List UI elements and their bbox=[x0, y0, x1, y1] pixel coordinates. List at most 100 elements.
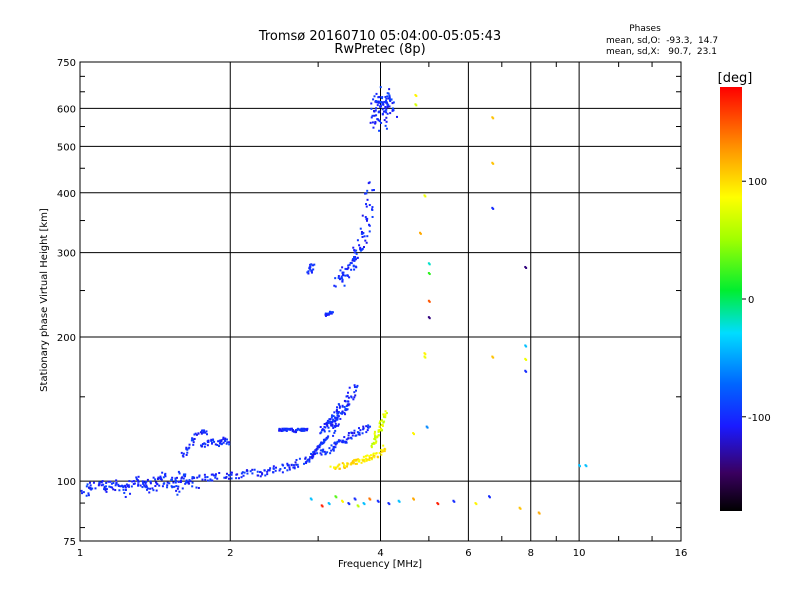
data-point bbox=[377, 434, 380, 437]
data-point bbox=[327, 312, 330, 315]
data-point bbox=[353, 458, 356, 461]
colorbar bbox=[720, 87, 742, 511]
data-point bbox=[164, 475, 167, 478]
data-point bbox=[370, 102, 373, 105]
data-point bbox=[366, 198, 369, 201]
data-point bbox=[323, 422, 326, 425]
data-point bbox=[372, 441, 375, 444]
data-point bbox=[356, 384, 359, 387]
data-point bbox=[303, 429, 306, 432]
data-point bbox=[118, 489, 121, 492]
data-point bbox=[332, 426, 335, 429]
data-point bbox=[313, 452, 316, 455]
data-point bbox=[179, 479, 182, 482]
data-point bbox=[386, 95, 389, 98]
data-point bbox=[166, 486, 169, 489]
data-point bbox=[317, 445, 320, 448]
data-point bbox=[364, 455, 367, 458]
data-point bbox=[427, 271, 430, 274]
data-point bbox=[337, 276, 340, 279]
data-point bbox=[306, 271, 309, 274]
data-point bbox=[300, 429, 303, 432]
data-point bbox=[362, 502, 365, 505]
data-point bbox=[302, 427, 305, 430]
data-point bbox=[225, 472, 228, 475]
data-point bbox=[340, 275, 343, 278]
data-point bbox=[525, 370, 528, 373]
data-point bbox=[214, 473, 217, 476]
data-point bbox=[100, 484, 103, 487]
data-point bbox=[291, 427, 294, 430]
data-point bbox=[343, 436, 346, 439]
phase-box-title: Phases bbox=[629, 24, 661, 34]
data-point bbox=[345, 438, 348, 441]
data-point bbox=[204, 476, 207, 479]
data-point bbox=[348, 503, 351, 506]
data-point bbox=[307, 272, 310, 275]
data-point bbox=[337, 275, 340, 278]
data-point bbox=[375, 114, 378, 117]
data-point bbox=[379, 420, 382, 423]
data-point bbox=[326, 451, 329, 454]
data-point bbox=[363, 503, 366, 506]
data-point bbox=[354, 265, 357, 268]
data-point bbox=[164, 473, 167, 476]
data-point bbox=[313, 263, 316, 266]
data-point bbox=[355, 386, 358, 389]
data-point bbox=[228, 474, 231, 477]
data-point bbox=[338, 463, 341, 466]
data-point bbox=[286, 464, 289, 467]
data-point bbox=[337, 424, 340, 427]
data-point bbox=[241, 471, 244, 474]
data-point bbox=[307, 270, 310, 273]
data-point bbox=[310, 452, 313, 455]
data-point bbox=[228, 441, 231, 444]
data-point bbox=[205, 430, 208, 433]
data-point bbox=[137, 480, 140, 483]
data-point bbox=[334, 420, 337, 423]
data-point bbox=[288, 466, 291, 469]
phase-box-line-o: mean, sd,O: -93.3, 14.7 bbox=[606, 36, 718, 46]
data-point bbox=[334, 466, 337, 469]
data-point bbox=[341, 500, 344, 503]
data-point bbox=[105, 488, 108, 491]
data-point bbox=[303, 427, 306, 430]
data-point bbox=[419, 232, 422, 235]
data-point bbox=[373, 455, 376, 458]
data-point bbox=[145, 486, 148, 489]
data-point bbox=[391, 109, 394, 112]
data-point bbox=[300, 428, 303, 431]
data-point bbox=[161, 471, 164, 474]
data-point bbox=[357, 505, 360, 508]
data-point bbox=[378, 422, 381, 425]
data-point bbox=[203, 429, 206, 432]
data-point bbox=[357, 458, 360, 461]
data-point bbox=[197, 486, 200, 489]
data-point bbox=[385, 120, 388, 123]
data-point bbox=[354, 462, 357, 465]
data-point bbox=[142, 482, 145, 485]
data-point bbox=[204, 478, 207, 481]
data-point bbox=[320, 431, 323, 434]
data-point bbox=[344, 413, 347, 416]
data-point bbox=[336, 441, 339, 444]
data-point bbox=[191, 476, 194, 479]
data-point bbox=[294, 461, 297, 464]
data-point bbox=[240, 476, 243, 479]
data-point bbox=[310, 456, 313, 459]
data-point bbox=[357, 433, 360, 436]
data-point bbox=[266, 473, 269, 476]
data-point bbox=[385, 127, 388, 130]
data-point bbox=[329, 310, 332, 313]
data-point bbox=[298, 429, 301, 432]
data-point bbox=[332, 445, 335, 448]
data-point bbox=[329, 422, 332, 425]
data-point bbox=[365, 241, 368, 244]
data-point bbox=[335, 410, 338, 413]
data-point bbox=[110, 482, 113, 485]
data-point bbox=[321, 429, 324, 432]
data-point bbox=[491, 206, 494, 209]
data-point bbox=[206, 479, 209, 482]
data-point bbox=[423, 355, 426, 358]
data-point bbox=[87, 486, 90, 489]
